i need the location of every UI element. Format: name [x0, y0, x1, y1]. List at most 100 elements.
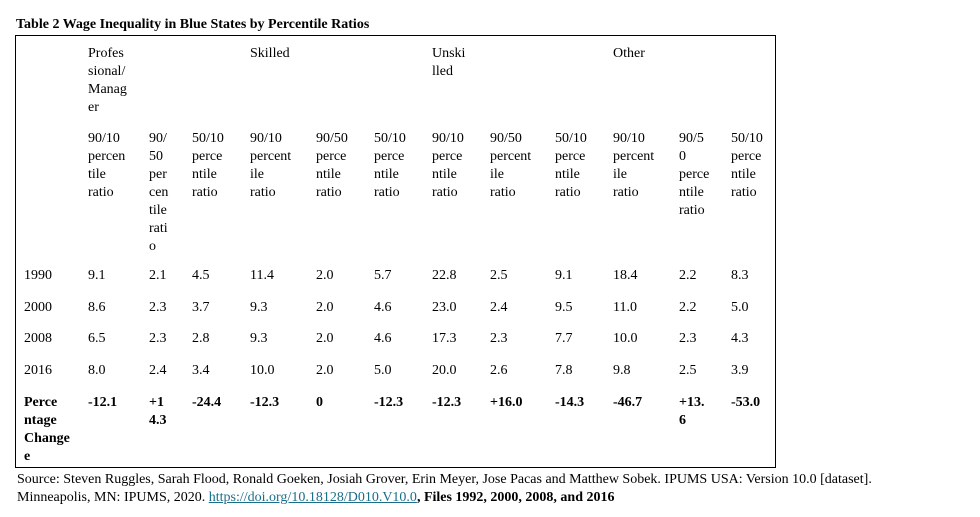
table-cell-line: 10.0: [250, 363, 275, 378]
table-title: Table 2 Wage Inequality in Blue States b…: [16, 17, 370, 32]
column-header-line: ntile: [432, 167, 457, 182]
column-header-line: 50/10: [192, 131, 224, 146]
column-header-line: per: [149, 167, 167, 182]
column-header-line: ratio: [613, 185, 639, 200]
column-header-line: tile: [88, 167, 106, 182]
table-cell-line: 9.1: [88, 268, 106, 283]
table-cell-line: +16.0: [490, 395, 523, 410]
column-header-line: perce: [731, 149, 762, 164]
table-cell: 2.3: [679, 330, 697, 348]
table-cell-line: 6.5: [88, 331, 106, 346]
table-cell: -14.3: [555, 394, 584, 412]
row-label-line: ntage: [24, 413, 57, 428]
table-cell-line: 2.0: [316, 331, 334, 346]
row-label: Perce ntage Change e: [24, 394, 70, 466]
column-header-line: ile: [490, 167, 504, 182]
column-header-line: 90/10: [250, 131, 282, 146]
table-cell: 2.6: [490, 362, 508, 380]
table-cell-line: 4.6: [374, 300, 392, 315]
table-cell: 9.8: [613, 362, 631, 380]
group-header-line: sional/: [88, 64, 126, 79]
source-line-2: Minneapolis, MN: IPUMS, 2020. https://do…: [17, 489, 615, 507]
row-label: 2016: [24, 362, 52, 380]
column-header-line: percen: [88, 149, 126, 164]
column-header-line: perce: [374, 149, 405, 164]
table-cell: -12.1: [88, 394, 117, 412]
table-cell-line: -24.4: [192, 395, 222, 410]
column-header-line: ile: [613, 167, 627, 182]
table-cell: 2.0: [316, 330, 334, 348]
table-cell: 2.0: [316, 299, 334, 317]
table-cell: 2.0: [316, 362, 334, 380]
table-cell: 2.5: [490, 267, 508, 285]
column-header-line: 0: [679, 149, 686, 164]
column-header-line: ratio: [192, 185, 218, 200]
column-header-line: 50/10: [374, 131, 406, 146]
column-header-line: ratio: [731, 185, 757, 200]
column-header-line: 90/10: [613, 131, 645, 146]
column-header-line: ntile: [192, 167, 217, 182]
table-cell-line: 9.5: [555, 300, 573, 315]
table-cell-line: -12.1: [88, 395, 118, 410]
table-cell-line: 6: [679, 413, 686, 428]
column-header-line: rati: [149, 221, 168, 236]
row-label: 1990: [24, 267, 52, 285]
table-cell-line: 5.7: [374, 268, 392, 283]
table-cell-line: 0: [316, 395, 323, 410]
table-cell-line: 9.3: [250, 300, 268, 315]
table-cell: -12.3: [432, 394, 461, 412]
column-header-line: ratio: [432, 185, 458, 200]
column-header-line: tile: [149, 203, 167, 218]
row-label-line: 2016: [24, 363, 52, 378]
column-header-line: 90/: [149, 131, 167, 146]
column-header-line: 90/10: [88, 131, 120, 146]
column-header-line: 90/50: [490, 131, 522, 146]
table-cell: 8.6: [88, 299, 106, 317]
row-label-line: Perce: [24, 395, 58, 410]
table-cell-line: 2.8: [192, 331, 210, 346]
table-cell: +16.0: [490, 394, 522, 412]
table-cell-line: 7.7: [555, 331, 573, 346]
table-cell-line: 9.8: [613, 363, 631, 378]
table-cell-line: 8.0: [88, 363, 106, 378]
table-cell-line: 2.4: [149, 363, 167, 378]
table-cell: 4.5: [192, 267, 210, 285]
column-header-line: ratio: [316, 185, 342, 200]
table-cell: 20.0: [432, 362, 457, 380]
table-cell: -24.4: [192, 394, 221, 412]
doi-link[interactable]: https://doi.org/10.18128/D010.V10.0: [208, 490, 417, 505]
table-cell: 2.4: [149, 362, 167, 380]
table-cell-line: 20.0: [432, 363, 457, 378]
table-cell-line: 2.0: [316, 300, 334, 315]
table-cell: 7.7: [555, 330, 573, 348]
column-header-line: ratio: [374, 185, 400, 200]
table-cell-line: +1: [149, 395, 164, 410]
source-prefix: Minneapolis, MN: IPUMS, 2020.: [17, 490, 209, 505]
source-line-1: Source: Steven Ruggles, Sarah Flood, Ron…: [17, 472, 872, 487]
group-header: Other: [613, 45, 645, 63]
table-cell-line: 4.3: [731, 331, 749, 346]
table-cell-line: -46.7: [613, 395, 643, 410]
table-cell-line: 11.4: [250, 268, 274, 283]
table-cell: 4.6: [374, 330, 392, 348]
table-cell: 3.4: [192, 362, 210, 380]
column-header-line: percent: [490, 149, 532, 164]
table-cell-line: 2.4: [490, 300, 508, 315]
table-cell: +13. 6: [679, 394, 704, 430]
table-cell-line: 17.3: [432, 331, 457, 346]
table-cell-line: -12.3: [432, 395, 462, 410]
row-label-line: 2000: [24, 300, 52, 315]
table-cell: -12.3: [374, 394, 403, 412]
table-cell: 6.5: [88, 330, 106, 348]
table-cell: 9.3: [250, 299, 268, 317]
table-cell: 11.0: [613, 299, 637, 317]
column-header-line: o: [149, 239, 156, 254]
table-cell: +1 4.3: [149, 394, 167, 430]
table-cell: 4.6: [374, 299, 392, 317]
group-header-line: Profes: [88, 46, 124, 61]
